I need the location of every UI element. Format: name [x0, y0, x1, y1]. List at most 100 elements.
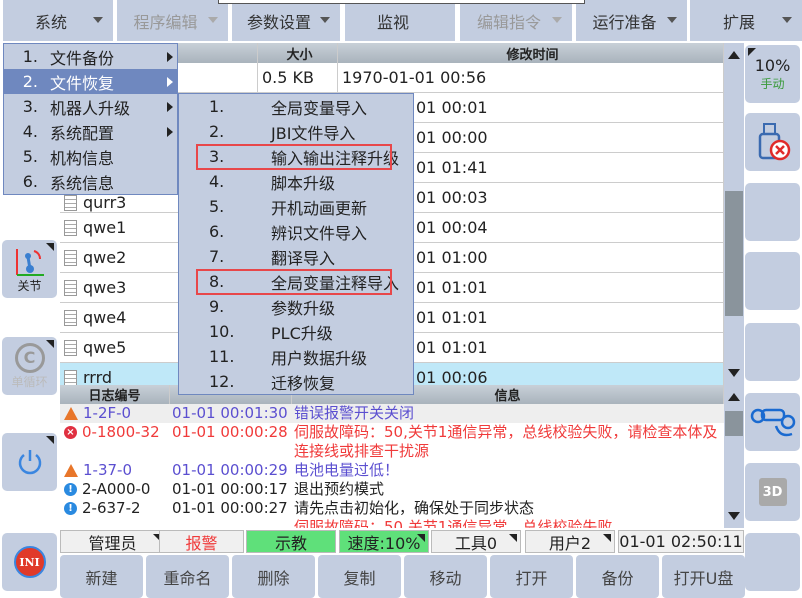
- 3d-view-button[interactable]: 3D: [745, 463, 800, 521]
- submenu-item-1[interactable]: 1. 全局变量导入: [179, 94, 413, 119]
- menu-1[interactable]: 程序编辑: [117, 0, 228, 41]
- bottom-button-5[interactable]: 打开: [490, 555, 573, 598]
- menu-item-3[interactable]: 3. 机器人升级: [4, 94, 177, 119]
- right-blank-button-1[interactable]: [745, 183, 800, 241]
- item-number: 1.: [209, 97, 225, 116]
- log-code: 0-1800-32: [82, 423, 160, 441]
- bottom-button-2[interactable]: 删除: [232, 555, 315, 598]
- col-size[interactable]: 大小: [258, 43, 338, 63]
- submenu-item-10[interactable]: 10. PLC升级: [179, 319, 413, 344]
- log-row[interactable]: ! 2-A000-0 01-01 00:00:17 退出预约模式: [60, 480, 724, 499]
- right-blank-button-3[interactable]: [745, 323, 800, 381]
- status-alarm[interactable]: 报警: [159, 530, 244, 553]
- right-blank-button-2[interactable]: [745, 252, 800, 310]
- speed-button[interactable]: 10% 手动: [745, 45, 800, 103]
- status-userframe[interactable]: 用户2: [525, 530, 615, 553]
- item-label: 文件备份: [50, 48, 115, 68]
- scroll-down-icon[interactable]: [728, 512, 740, 520]
- file-icon: [64, 369, 77, 385]
- col-time[interactable]: 修改时间: [338, 43, 724, 63]
- file-time: 01 01:01: [338, 333, 724, 362]
- chevron-down-icon: [208, 17, 218, 23]
- scroll-down-icon[interactable]: [728, 369, 740, 377]
- col-name[interactable]: [60, 43, 258, 63]
- col-log-code: 日志编号: [60, 385, 170, 404]
- log-row[interactable]: × 0-1800-32 01-01 00:00:28 伺服故障码：50,关节1通信异常…: [60, 423, 724, 461]
- chevron-down-icon: [552, 17, 562, 23]
- submenu-item-9[interactable]: 9. 参数升级: [179, 294, 413, 319]
- item-number: 5.: [22, 147, 38, 166]
- menu-5[interactable]: 运行准备: [576, 0, 687, 41]
- power-button[interactable]: [2, 433, 57, 491]
- log-code: 1-2F-0: [83, 404, 132, 422]
- log-row[interactable]: 1-2F-0 01-01 00:01:30 错误报警开关关闭: [60, 404, 724, 423]
- bottom-button-4[interactable]: 移动: [404, 555, 487, 598]
- status-alarm-label: 报警: [185, 533, 218, 553]
- item-number: 7.: [209, 247, 225, 266]
- chevron-down-icon: [667, 17, 677, 23]
- item-number: 6.: [22, 172, 38, 191]
- bottom-button-0[interactable]: 新建: [60, 555, 143, 598]
- corner-indicator-icon: [748, 48, 756, 56]
- log-row[interactable]: 1-37-0 01-01 00:00:29 电池电量过低！: [60, 461, 724, 480]
- menu-4[interactable]: 编辑指令: [460, 0, 572, 41]
- status-tool[interactable]: 工具0: [431, 530, 521, 553]
- bottom-button-7[interactable]: 打开U盘: [662, 555, 745, 598]
- right-blank-button-4[interactable]: [745, 533, 800, 591]
- bottom-button-3[interactable]: 复制: [318, 555, 401, 598]
- menu-6[interactable]: 扩展: [690, 0, 802, 41]
- scroll-thumb[interactable]: [725, 411, 743, 436]
- status-clock[interactable]: 01-01 02:50:11: [618, 530, 744, 553]
- item-number: 9.: [209, 297, 225, 316]
- highlight-box: [196, 144, 392, 170]
- menu-item-6[interactable]: 6. 系统信息: [4, 169, 177, 194]
- file-row[interactable]: 0.5 KB 1970-01-01 00:56: [60, 63, 724, 93]
- submenu-item-5[interactable]: 5. 开机动画更新: [179, 194, 413, 219]
- menu-label: 程序编辑: [133, 12, 198, 32]
- log-row[interactable]: 伺服故障码：50,关节1通信异常，总线校验失败: [60, 518, 724, 528]
- file-scrollbar[interactable]: [724, 43, 744, 385]
- menu-item-4[interactable]: 4. 系统配置: [4, 119, 177, 144]
- file-icon: [64, 249, 77, 266]
- log-row[interactable]: ! 2-637-2 01-01 00:00:27 请先点击初始化，确保处于同步状态: [60, 499, 724, 518]
- file-name: qwe2: [83, 248, 127, 267]
- bottom-button-1[interactable]: 重命名: [146, 555, 229, 598]
- log-message: 伺服故障码：50,关节1通信异常，总线校验失败: [294, 518, 613, 528]
- submenu-item-3[interactable]: 3. 输入输出注释升级: [179, 144, 413, 170]
- menu-2[interactable]: 参数设置: [232, 0, 340, 41]
- submenu-item-7[interactable]: 7. 翻译导入: [179, 244, 413, 269]
- status-speed[interactable]: 速度:10%: [339, 530, 429, 553]
- submenu-item-12[interactable]: 12. 迁移恢复: [179, 369, 413, 394]
- single-cycle-button[interactable]: C 单循环: [2, 337, 57, 395]
- menu-3[interactable]: 监视: [345, 0, 455, 41]
- usb-button[interactable]: [745, 113, 800, 171]
- status-mode[interactable]: 示教: [246, 530, 336, 553]
- file-icon: [64, 309, 77, 326]
- menu-item-2[interactable]: 2. 文件恢复: [4, 69, 177, 94]
- submenu-item-11[interactable]: 11. 用户数据升级: [179, 344, 413, 369]
- joint-button[interactable]: 关节: [2, 240, 57, 298]
- submenu-item-2[interactable]: 2. JBI文件导入: [179, 119, 413, 144]
- ini-button[interactable]: INI: [2, 533, 57, 591]
- log-scrollbar[interactable]: [724, 385, 744, 528]
- submenu-item-8[interactable]: 8. 全局变量注释导入: [179, 269, 413, 295]
- robot-hand-button[interactable]: [745, 393, 800, 451]
- submenu-item-4[interactable]: 4. 脚本升级: [179, 169, 413, 194]
- status-user[interactable]: 管理员: [60, 530, 165, 553]
- scroll-up-icon[interactable]: [728, 393, 740, 401]
- item-number: 2.: [209, 122, 225, 141]
- log-time: 01-01 00:00:27: [172, 499, 288, 517]
- submenu-item-6[interactable]: 6. 辨识文件导入: [179, 219, 413, 244]
- menu-item-1[interactable]: 1. 文件备份: [4, 44, 177, 69]
- item-label: 翻译导入: [271, 248, 336, 268]
- warning-icon: [64, 464, 78, 477]
- scroll-thumb[interactable]: [725, 191, 743, 316]
- col-log-msg: 信息: [292, 385, 724, 404]
- menu-item-5[interactable]: 5. 机构信息: [4, 144, 177, 169]
- item-number: 2.: [22, 72, 38, 91]
- menu-0[interactable]: 系统: [3, 0, 113, 41]
- menu-label: 参数设置: [246, 12, 311, 32]
- bottom-button-6[interactable]: 备份: [576, 555, 659, 598]
- item-number: 11.: [209, 347, 235, 366]
- scroll-up-icon[interactable]: [728, 51, 740, 59]
